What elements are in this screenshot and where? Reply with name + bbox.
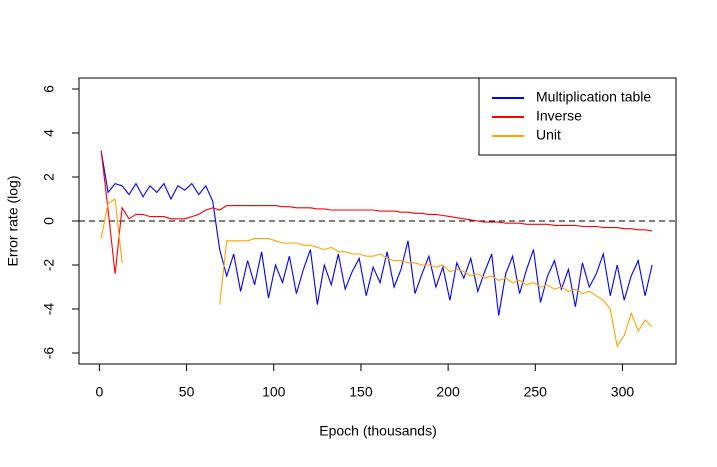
series-line — [100, 150, 653, 274]
y-tick-label: 2 — [41, 173, 57, 181]
y-tick-label: -2 — [41, 259, 57, 272]
legend-label: Inverse — [536, 108, 582, 124]
x-tick-label: 300 — [611, 384, 635, 400]
legend-label: Unit — [536, 127, 561, 143]
y-tick-label: -6 — [41, 347, 57, 360]
series-line — [100, 150, 653, 316]
x-tick-label: 250 — [524, 384, 548, 400]
x-tick-label: 100 — [262, 384, 286, 400]
legend-label: Multiplication table — [536, 89, 651, 105]
y-tick-label: 4 — [41, 129, 57, 137]
y-tick-label: 0 — [41, 217, 57, 225]
x-tick-label: 150 — [349, 384, 373, 400]
series-line — [100, 198, 653, 348]
x-tick-label: 50 — [179, 384, 195, 400]
x-axis-label: Epoch (thousands) — [319, 423, 437, 439]
y-axis-label: Error rate (log) — [5, 175, 21, 266]
y-tick-label: -4 — [41, 303, 57, 316]
x-tick-label: 0 — [96, 384, 104, 400]
x-tick-label: 200 — [436, 384, 460, 400]
y-tick-label: 6 — [41, 85, 57, 93]
